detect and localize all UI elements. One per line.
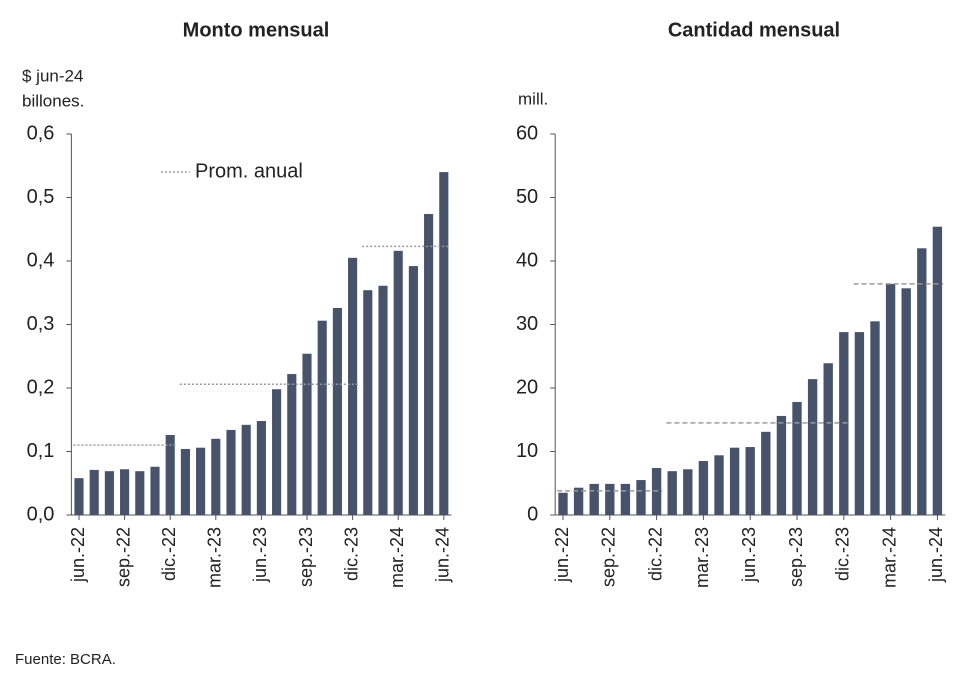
bar — [558, 492, 568, 515]
x-tick-label: sep.-23 — [786, 527, 806, 587]
bar — [302, 353, 312, 515]
x-tick-label: dic.-22 — [645, 527, 665, 581]
bar — [135, 471, 145, 515]
bar — [165, 434, 175, 515]
x-tick-label: sep.-22 — [599, 527, 619, 587]
y-tick-label: 10 — [516, 440, 538, 462]
bar — [226, 429, 236, 515]
x-tick-label: mar.-24 — [387, 527, 407, 588]
y-tick-label: 30 — [516, 313, 538, 335]
y-tick-label: 0,2 — [27, 376, 55, 398]
bar — [196, 447, 206, 515]
x-tick-label: jun.-24 — [926, 527, 946, 583]
bar — [348, 257, 358, 515]
bar — [761, 431, 771, 515]
y-axis-label: $ jun-24 — [22, 66, 83, 85]
y-tick-label: 40 — [516, 249, 538, 271]
bar — [745, 447, 755, 515]
y-axis-label: mill. — [518, 89, 548, 108]
y-tick-label: 0,3 — [27, 313, 55, 335]
bar — [241, 424, 251, 515]
y-tick-label: 60 — [516, 122, 538, 144]
bar — [120, 469, 130, 515]
bar — [620, 483, 631, 515]
x-tick-label: jun.-23 — [739, 527, 759, 583]
bar — [714, 455, 724, 515]
bar — [683, 469, 693, 515]
bar — [424, 214, 434, 515]
bar — [332, 307, 342, 515]
bar — [636, 480, 646, 515]
bar — [317, 320, 327, 515]
bar — [408, 266, 418, 515]
bar — [901, 288, 911, 515]
bar — [792, 401, 802, 515]
bar — [363, 290, 373, 515]
legend-label: Prom. anual — [195, 160, 303, 182]
x-tick-label: dic.-22 — [159, 527, 179, 581]
bar — [776, 415, 787, 515]
bar — [573, 487, 584, 515]
bar — [74, 478, 84, 515]
bar — [605, 483, 615, 515]
bar — [729, 447, 740, 515]
bar — [885, 283, 896, 515]
bar — [870, 321, 880, 515]
y-tick-label: 0,4 — [27, 249, 55, 271]
bar — [256, 421, 266, 515]
bar — [917, 248, 927, 516]
x-tick-label: jun.-23 — [250, 527, 270, 583]
y-tick-label: 50 — [516, 186, 538, 208]
y-tick-label: 0 — [527, 503, 538, 525]
bar — [393, 250, 403, 515]
y-tick-label: 0,0 — [27, 503, 55, 525]
bar — [287, 374, 297, 515]
x-tick-label: jun.-24 — [433, 527, 453, 583]
x-tick-label: sep.-22 — [113, 527, 133, 587]
y-tick-label: 0,1 — [27, 440, 55, 462]
bar — [854, 332, 865, 515]
y-tick-label: 0,6 — [27, 122, 55, 144]
y-tick-label: 0,5 — [27, 186, 55, 208]
x-tick-label: sep.-23 — [296, 527, 316, 587]
bar — [439, 172, 449, 515]
footer: Fuente: BCRA. — [15, 651, 116, 668]
bar — [180, 448, 190, 515]
x-tick-label: dic.-23 — [833, 527, 853, 581]
bar — [698, 461, 709, 515]
bar — [150, 466, 160, 515]
bar — [667, 471, 677, 515]
y-tick-label: 20 — [516, 376, 538, 398]
bar — [89, 469, 99, 515]
x-tick-label: dic.-23 — [341, 527, 361, 581]
x-tick-label: mar.-23 — [205, 527, 225, 588]
bar — [932, 226, 943, 515]
bar — [211, 438, 221, 515]
y-axis-label: billones. — [22, 91, 84, 110]
x-tick-label: mar.-23 — [692, 527, 712, 588]
bar — [589, 483, 599, 515]
bar — [378, 285, 388, 515]
bar — [104, 471, 114, 515]
x-tick-label: jun.-22 — [68, 527, 88, 583]
chart-title: Monto mensual — [183, 19, 330, 41]
x-tick-label: jun.-22 — [552, 527, 572, 583]
bar — [807, 379, 818, 515]
bar — [272, 389, 282, 515]
x-tick-label: mar.-24 — [879, 527, 899, 588]
chart-title: Cantidad mensual — [668, 19, 840, 41]
bar — [823, 363, 833, 515]
